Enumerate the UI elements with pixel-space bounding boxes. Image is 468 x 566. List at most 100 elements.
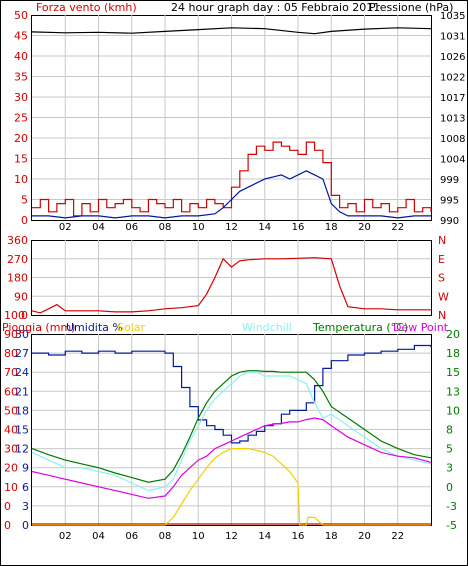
- hour-tick-label: 10: [192, 222, 205, 233]
- pressure-tick-label: 995: [440, 196, 459, 207]
- wind-tick-label: 35: [14, 71, 28, 84]
- rain-tick-label: 10: [4, 481, 18, 494]
- temperature-tick-label: 13: [446, 385, 460, 398]
- pressure-tick-label: 1004: [440, 155, 465, 166]
- humidity-tick-label: 0: [22, 519, 29, 532]
- temperature-tick-label: 10: [446, 404, 460, 417]
- pressure-tick-label: 1022: [440, 73, 465, 84]
- series-humidity: [32, 344, 432, 444]
- pressure-tick-label: 1035: [440, 11, 465, 22]
- humidity-tick-label: 15: [15, 424, 29, 437]
- temperature-tick-label: 3: [446, 462, 453, 475]
- hour-tick-label: 04: [92, 531, 105, 542]
- wind-tick-label: 40: [14, 50, 28, 63]
- wind-tick-label: 50: [14, 9, 28, 22]
- hour-tick-label: 18: [325, 531, 338, 542]
- hour-tick-label: 22: [391, 531, 404, 542]
- series-dew-point: [31, 417, 432, 499]
- rain-tick-label: 90: [4, 328, 18, 341]
- hour-tick-label: 20: [358, 531, 371, 542]
- pressure-tick-label: 1013: [440, 114, 465, 125]
- rain-tick-label: 60: [4, 385, 18, 398]
- rain-tick-label: 70: [4, 366, 18, 379]
- hour-tick-label: 20: [358, 222, 371, 233]
- humidity-tick-label: 12: [15, 443, 29, 456]
- temperature-tick-label: 18: [446, 347, 460, 360]
- series-lines: [31, 27, 432, 526]
- pressure-axis-label: Pressione (hPa): [369, 1, 453, 14]
- humidity-tick-label: 27: [15, 347, 29, 360]
- pressure-tick-label: 999: [440, 175, 459, 186]
- wind-tick-label: 15: [14, 153, 28, 166]
- temperature-tick-label: 0: [446, 481, 453, 494]
- compass-label: E: [438, 253, 445, 266]
- rain-tick-label: 50: [4, 404, 18, 417]
- hour-tick-label: 14: [258, 531, 271, 542]
- rain-tick-label: 0: [4, 500, 11, 513]
- series-wind-speed: [32, 141, 432, 217]
- pressure-tick-label: 1026: [440, 52, 465, 63]
- pressure-tick-label: 1017: [440, 93, 465, 104]
- humidity-tick-label: 21: [15, 385, 29, 398]
- temperature-tick-label: -3: [446, 500, 457, 513]
- series-solar: [32, 448, 431, 526]
- pressure-tick-label: 1031: [440, 32, 465, 43]
- compass-label: S: [438, 272, 445, 285]
- hour-tick-label: 02: [59, 531, 72, 542]
- hour-tick-label: [429, 531, 432, 542]
- compass-label: N: [438, 234, 446, 247]
- wind-tick-label: 45: [14, 30, 28, 43]
- rain-tick-label: 20: [4, 462, 18, 475]
- compass-label: W: [438, 290, 449, 303]
- hour-tick-label: 08: [159, 222, 172, 233]
- series-windchill: [31, 371, 432, 492]
- humidity-tick-label: 6: [22, 481, 29, 494]
- hour-tick-label: 06: [125, 531, 138, 542]
- wind-tick-label: 20: [14, 132, 28, 145]
- temperature-tick-label: 8: [446, 424, 453, 437]
- wind-tick-label: 10: [14, 173, 28, 186]
- series-pressure: [31, 27, 432, 35]
- direction-tick-label: 270: [7, 253, 28, 266]
- legend-solar: Solar: [117, 321, 146, 334]
- rain-tick-label: 40: [4, 424, 18, 437]
- temperature-tick-label: -5: [446, 519, 457, 532]
- direction-tick-label: 360: [7, 234, 28, 247]
- rain-tick-label: 80: [4, 347, 18, 360]
- hour-tick-label: 18: [325, 222, 338, 233]
- wind-tick-label: 5: [21, 194, 28, 207]
- legend-windchill: Windchill: [242, 321, 292, 334]
- compass-label: N: [438, 309, 446, 322]
- hour-tick-label: 06: [125, 222, 138, 233]
- legend-humidity: Umidita %: [66, 321, 123, 334]
- humidity-tick-label: 24: [15, 366, 29, 379]
- rain-tick-label: 30: [4, 443, 18, 456]
- legend-rain: Pioggia (mm): [2, 321, 75, 334]
- hour-tick-label: 22: [391, 222, 404, 233]
- wind-axis-label: Forza vento (kmh): [36, 1, 137, 14]
- humidity-tick-label: 9: [22, 462, 29, 475]
- legend-dew-point: Dew Point: [393, 321, 449, 334]
- legend-temperature: Temperatura (°C): [312, 321, 408, 334]
- hour-tick-label: 16: [292, 222, 305, 233]
- tick-labels: 0510152025303540455099099599910041008101…: [4, 9, 465, 542]
- pressure-tick-label: 1008: [440, 134, 465, 145]
- wind-tick-label: 0: [21, 214, 28, 227]
- wind-tick-label: 30: [14, 91, 28, 104]
- hour-tick-label: 12: [225, 222, 238, 233]
- wind-tick-label: 25: [14, 112, 28, 125]
- hour-tick-label: [429, 222, 432, 233]
- humidity-tick-label: 30: [15, 328, 29, 341]
- hour-tick-label: 16: [292, 531, 305, 542]
- direction-tick-label: 0: [21, 309, 28, 322]
- series-wind-gust: [32, 170, 431, 219]
- direction-tick-label: 90: [14, 290, 28, 303]
- hour-tick-label: 14: [258, 222, 271, 233]
- humidity-tick-label: 18: [15, 404, 29, 417]
- temperature-tick-label: 5: [446, 443, 453, 456]
- pressure-tick-label: 990: [440, 216, 459, 227]
- hour-tick-label: 12: [225, 531, 238, 542]
- temperature-tick-label: 15: [446, 366, 460, 379]
- series-temperature: [31, 370, 432, 483]
